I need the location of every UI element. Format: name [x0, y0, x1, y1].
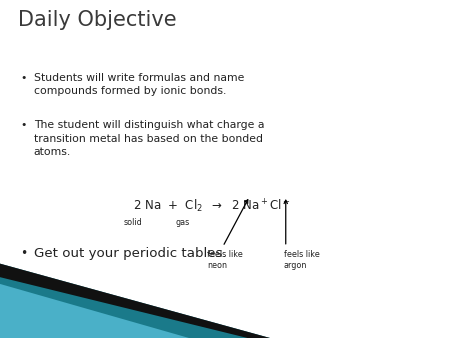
Polygon shape — [0, 264, 270, 338]
Text: Students will write formulas and name
compounds formed by ionic bonds.: Students will write formulas and name co… — [34, 73, 244, 96]
Text: 2 Na  +  Cl$_2$  $\rightarrow$  2 Na$^+$Cl$^-$: 2 Na + Cl$_2$ $\rightarrow$ 2 Na$^+$Cl$^… — [133, 198, 290, 215]
Text: feels like
neon: feels like neon — [207, 250, 243, 270]
Text: gas: gas — [175, 218, 189, 227]
Text: •: • — [20, 73, 27, 83]
Text: solid: solid — [123, 218, 142, 227]
Polygon shape — [0, 264, 270, 338]
Text: feels like
argon: feels like argon — [284, 250, 319, 270]
Polygon shape — [0, 284, 189, 338]
Text: •: • — [20, 247, 27, 260]
Text: •: • — [20, 120, 27, 130]
Text: Daily Objective: Daily Objective — [18, 10, 176, 30]
Text: Get out your periodic tables.: Get out your periodic tables. — [34, 247, 226, 260]
Text: The student will distinguish what charge a
transition metal has based on the bon: The student will distinguish what charge… — [34, 120, 264, 157]
